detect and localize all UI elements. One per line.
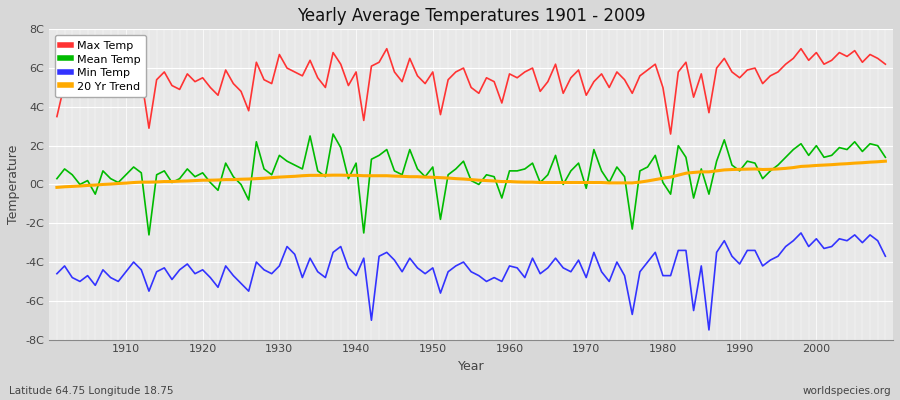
Min Temp — [880, 254, 891, 259]
Line: Mean Temp: Mean Temp — [57, 134, 886, 235]
Mean Temp — [512, 168, 523, 173]
Min Temp — [328, 250, 338, 255]
20 Yr Trend — [51, 185, 62, 190]
Text: Latitude 64.75 Longitude 18.75: Latitude 64.75 Longitude 18.75 — [9, 386, 174, 396]
Min Temp — [112, 279, 123, 284]
20 Yr Trend — [596, 180, 607, 185]
Mean Temp — [611, 165, 622, 170]
Line: Min Temp: Min Temp — [57, 233, 886, 330]
Line: Max Temp: Max Temp — [57, 49, 886, 134]
20 Yr Trend — [282, 174, 292, 179]
Max Temp — [504, 72, 515, 76]
20 Yr Trend — [880, 159, 891, 164]
20 Yr Trend — [328, 173, 338, 178]
X-axis label: Year: Year — [458, 360, 484, 373]
Min Temp — [596, 269, 607, 274]
Max Temp — [382, 46, 392, 51]
Max Temp — [328, 50, 338, 55]
Max Temp — [604, 85, 615, 90]
Mean Temp — [328, 132, 338, 136]
Max Temp — [282, 66, 292, 70]
20 Yr Trend — [504, 179, 515, 184]
20 Yr Trend — [112, 181, 123, 186]
20 Yr Trend — [497, 179, 508, 184]
Line: 20 Yr Trend: 20 Yr Trend — [57, 161, 886, 187]
Min Temp — [704, 328, 715, 332]
Min Temp — [497, 279, 508, 284]
Max Temp — [512, 75, 523, 80]
Mean Temp — [112, 180, 123, 185]
Mean Temp — [343, 176, 354, 181]
Min Temp — [796, 230, 806, 235]
Max Temp — [51, 114, 62, 119]
Mean Temp — [519, 166, 530, 171]
Max Temp — [112, 85, 123, 90]
Mean Temp — [51, 176, 62, 181]
Mean Temp — [289, 163, 300, 168]
Y-axis label: Temperature: Temperature — [7, 145, 20, 224]
Max Temp — [665, 132, 676, 136]
Mean Temp — [144, 232, 155, 237]
Legend: Max Temp, Mean Temp, Min Temp, 20 Yr Trend: Max Temp, Mean Temp, Min Temp, 20 Yr Tre… — [55, 35, 146, 97]
Min Temp — [51, 271, 62, 276]
Text: worldspecies.org: worldspecies.org — [803, 386, 891, 396]
Max Temp — [880, 62, 891, 66]
Min Temp — [282, 244, 292, 249]
Mean Temp — [880, 155, 891, 160]
Title: Yearly Average Temperatures 1901 - 2009: Yearly Average Temperatures 1901 - 2009 — [297, 7, 645, 25]
Min Temp — [504, 264, 515, 268]
